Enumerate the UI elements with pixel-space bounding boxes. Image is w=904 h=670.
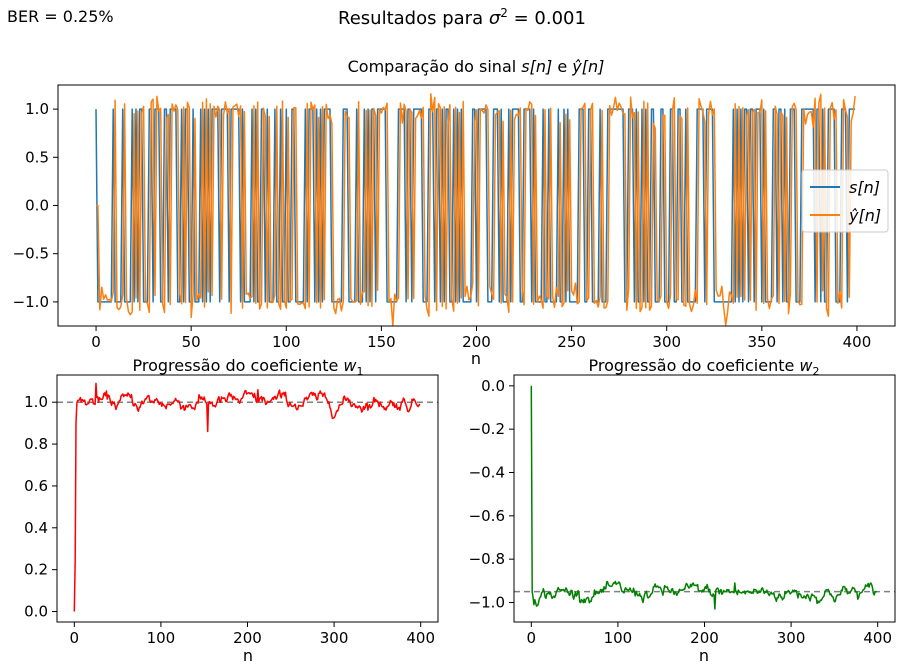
legend-label-s: s[n] [849, 178, 880, 197]
signal-xtick-label-1: 50 [182, 333, 201, 351]
signal-ytick-label-3: 0.5 [25, 148, 49, 166]
w1-line [73, 382, 421, 612]
w2-ytick-label-5: 0.0 [481, 377, 505, 395]
w1-ytick-label-2: 0.4 [24, 519, 48, 537]
w2-ytick-label-1: −0.8 [469, 550, 505, 568]
w1-xtick-label-1: 100 [147, 629, 176, 647]
w1-plot-frame [56, 374, 439, 623]
signal-comparison-plot: Comparação do sinal s[n] e ŷ[n] 0 50 100 15… [13, 57, 896, 368]
signal-legend: s[n] ŷ[n] [801, 169, 889, 233]
w2-plot-frame [513, 374, 896, 623]
w1-ytick-label-1: 0.2 [24, 561, 48, 579]
signal-xtick-label-6: 300 [652, 333, 681, 351]
w2-xtick-label-2: 200 [690, 629, 719, 647]
w1-ytick-label-3: 0.6 [24, 477, 48, 495]
signal-ytick-label-1: −0.5 [13, 245, 49, 263]
w2-ytick-label-3: −0.4 [469, 464, 505, 482]
w1-xtick-label-3: 300 [320, 629, 349, 647]
signal-xtick-label-2: 100 [272, 333, 301, 351]
signal-xtick-label-5: 250 [557, 333, 586, 351]
w1-xtick-label-4: 400 [406, 629, 435, 647]
w2-line [530, 385, 878, 610]
w2-xtick-label-0: 0 [527, 629, 537, 647]
w2-xtick-label-3: 300 [777, 629, 806, 647]
w2-ytick-label-0: −1.0 [469, 594, 505, 612]
w1-ytick-label-4: 0.8 [24, 435, 48, 453]
ber-label: BER = 0.25% [7, 7, 114, 26]
signal-xtick-label-8: 400 [843, 333, 872, 351]
signal-ytick-label-0: −1.0 [13, 293, 49, 311]
signal-plot-xlabel: n [471, 349, 481, 368]
w2-ytick-label-2: −0.6 [469, 507, 505, 525]
w1-plot-xlabel: n [243, 646, 253, 665]
w2-xtick-label-4: 400 [863, 629, 892, 647]
w1-ytick-label-5: 1.0 [24, 393, 48, 411]
signal-xtick-label-3: 150 [367, 333, 396, 351]
w2-ytick-label-4: −0.2 [469, 420, 505, 438]
signal-ytick-label-4: 1.0 [25, 100, 49, 118]
signal-ytick-label-2: 0.0 [25, 197, 49, 215]
w1-ytick-label-0: 0.0 [24, 603, 48, 621]
legend-box [801, 169, 889, 233]
w2-coefficient-plot: Progressão do coeficiente w2 0 100 200 300 4… [469, 356, 896, 665]
w1-xtick-label-2: 200 [233, 629, 262, 647]
w1-xtick-label-0: 0 [70, 629, 80, 647]
signal-plot-frame [57, 84, 896, 327]
w2-xtick-label-1: 100 [604, 629, 633, 647]
w2-plot-xlabel: n [699, 646, 709, 665]
w1-plot-title: Progressão do coeficiente w1 [132, 356, 363, 378]
signal-xtick-label-7: 350 [748, 333, 777, 351]
suptitle: Resultados para σ2 = 0.001 [338, 6, 586, 29]
w1-coefficient-plot: Progressão do coeficiente w1 0 100 200 300 4… [24, 356, 439, 665]
legend-label-y: ŷ[n] [848, 206, 881, 225]
signal-xtick-label-4: 200 [462, 333, 491, 351]
series-yhat-line [96, 93, 856, 327]
signal-plot-title: Comparação do sinal s[n] e ŷ[n] [348, 57, 605, 76]
w2-plot-title: Progressão do coeficiente w2 [588, 356, 819, 378]
signal-xtick-label-0: 0 [91, 333, 101, 351]
